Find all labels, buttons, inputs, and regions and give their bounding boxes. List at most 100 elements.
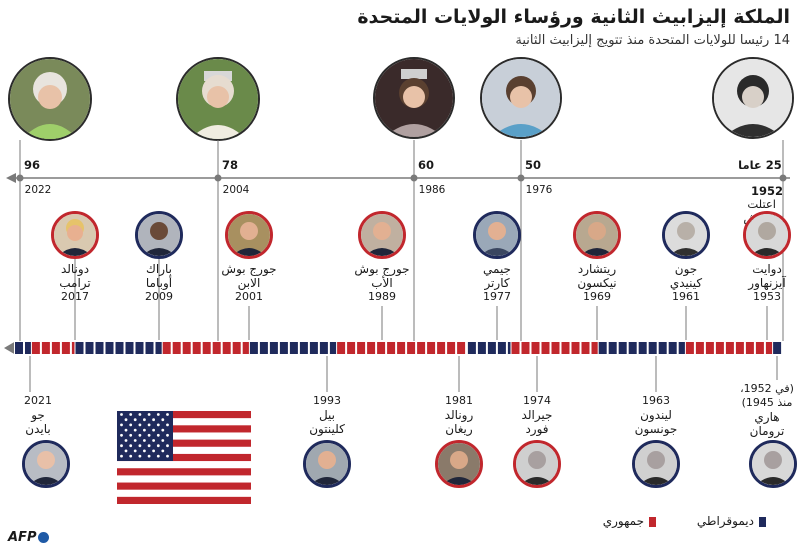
republican-swatch: [649, 516, 656, 527]
biden-name-2: بايدن: [25, 422, 51, 436]
term-segment-republican: [755, 342, 764, 354]
flag-star: [166, 423, 169, 427]
flag-star: [138, 413, 142, 416]
term-segment-republican: [745, 342, 754, 354]
term-segment-democrat: [75, 342, 84, 354]
term-segment-democrat: [319, 342, 328, 354]
flag-star: [152, 439, 155, 442]
obama-name-2: أوباما: [145, 276, 173, 290]
term-segment-republican: [437, 342, 446, 354]
carter-name-1: جيمي: [483, 262, 511, 276]
flag-star: [166, 454, 169, 458]
portrait-nixon: [573, 211, 621, 259]
reagan-year: 1981: [444, 394, 473, 407]
term-segment-democrat: [598, 342, 607, 354]
term-segment-republican: [685, 342, 694, 354]
queen-year-2004: 2004: [222, 184, 250, 196]
flag-star: [147, 433, 151, 437]
term-segment-democrat: [658, 342, 667, 354]
flag-star: [152, 418, 155, 422]
term-segment-democrat: [773, 342, 782, 354]
kennedy-year: 1961: [672, 290, 700, 303]
ford-name-2: فورد: [525, 422, 549, 436]
term-segment-republican: [212, 342, 221, 354]
term-segment-democrat: [289, 342, 298, 354]
bush-jr-name-1: جورج بوش: [221, 262, 277, 276]
clinton-name-1: بيل: [318, 408, 336, 422]
bush-sr-name-2: الأب: [371, 276, 393, 290]
term-segment-republican: [61, 342, 70, 354]
term-segment-republican: [367, 342, 376, 354]
eisenhower-name-1: دوايت: [752, 262, 782, 276]
portrait-clinton: [303, 440, 351, 488]
portrait-obama: [135, 211, 183, 259]
flag-star: [133, 418, 137, 422]
portrait-bush-sr: [358, 211, 406, 259]
flag-stripe: [117, 453, 251, 462]
flag-star: [133, 428, 137, 432]
term-segment-republican: [571, 342, 580, 354]
term-segment-democrat: [85, 342, 94, 354]
term-segment-republican: [447, 342, 456, 354]
flag-star: [152, 449, 155, 453]
term-segment-republican: [51, 342, 60, 354]
truman-name-2: ترومان: [749, 424, 785, 438]
page-title: الملكة إليزابيث الثانية ورؤساء الولايات …: [357, 6, 790, 28]
term-segment-democrat: [618, 342, 627, 354]
term-segment-republican: [581, 342, 590, 354]
flag-star: [133, 439, 137, 442]
label-obama: باراك أوباما 2009: [145, 262, 173, 304]
flag-star: [166, 444, 169, 448]
label-truman: (في 1952، منذ 1945) هاري ترومان: [740, 382, 794, 438]
queen-age-1986: 60: [417, 158, 435, 172]
portrait-reagan: [435, 440, 483, 488]
flag-stripe: [117, 489, 251, 498]
queen-age-1976: 50: [524, 158, 542, 172]
term-segment-republican: [541, 342, 550, 354]
term-segment-democrat: [638, 342, 647, 354]
label-carter: جيمي كارتر 1977: [483, 262, 511, 304]
term-segment-republican: [735, 342, 744, 354]
term-segment-democrat: [299, 342, 308, 354]
term-segment-republican: [521, 342, 530, 354]
queen-portrait-1976: [480, 57, 562, 139]
term-segment-democrat: [155, 342, 162, 354]
flag-star: [143, 428, 146, 432]
term-segment-democrat: [259, 342, 268, 354]
kennedy-name-2: كينيدي: [669, 276, 703, 290]
portrait-carter: [473, 211, 521, 259]
presidency-timeline-bar: [14, 341, 798, 355]
label-bush-jr: جورج بوش الابن 2001: [221, 262, 276, 304]
truman-year-1: (في 1952،: [740, 382, 794, 395]
term-segment-republican: [387, 342, 396, 354]
legend-democrat-label: ديموقراطي: [696, 514, 754, 528]
queen-portrait-2004: [176, 57, 260, 141]
label-bush-sr: جورج بوش الأب 1989: [354, 262, 409, 304]
queen-age-2004: 78: [221, 158, 239, 172]
johnson-name-1: ليندون: [640, 408, 672, 422]
flag-star: [166, 413, 169, 416]
label-clinton: 1993 بيل كلينتون: [309, 394, 345, 436]
flag-star: [124, 418, 128, 422]
flag-star: [120, 423, 123, 427]
term-segment-republican: [417, 342, 426, 354]
page-subtitle: 14 رئيسا للولايات المتحدة منذ تتويج إليز…: [515, 33, 790, 48]
term-segment-republican: [407, 342, 416, 354]
bush-jr-year: 2001: [234, 290, 263, 303]
term-segment-republican: [162, 342, 171, 354]
johnson-name-2: جونسون: [634, 422, 678, 436]
flag-star: [120, 433, 123, 437]
queen-portrait-1952: [712, 57, 794, 139]
term-segment-democrat: [135, 342, 144, 354]
term-segment-republican: [765, 342, 773, 354]
flag-stripe: [117, 496, 251, 504]
term-segment-republican: [725, 342, 734, 354]
term-segment-democrat: [507, 342, 511, 354]
flag-stripe: [117, 439, 251, 448]
nixon-name-2: نيكسون: [577, 276, 617, 290]
queen-portrait-1986: [373, 57, 455, 139]
flag-stripe: [117, 425, 251, 433]
flag-star: [120, 413, 123, 416]
carter-year: 1977: [483, 290, 511, 303]
